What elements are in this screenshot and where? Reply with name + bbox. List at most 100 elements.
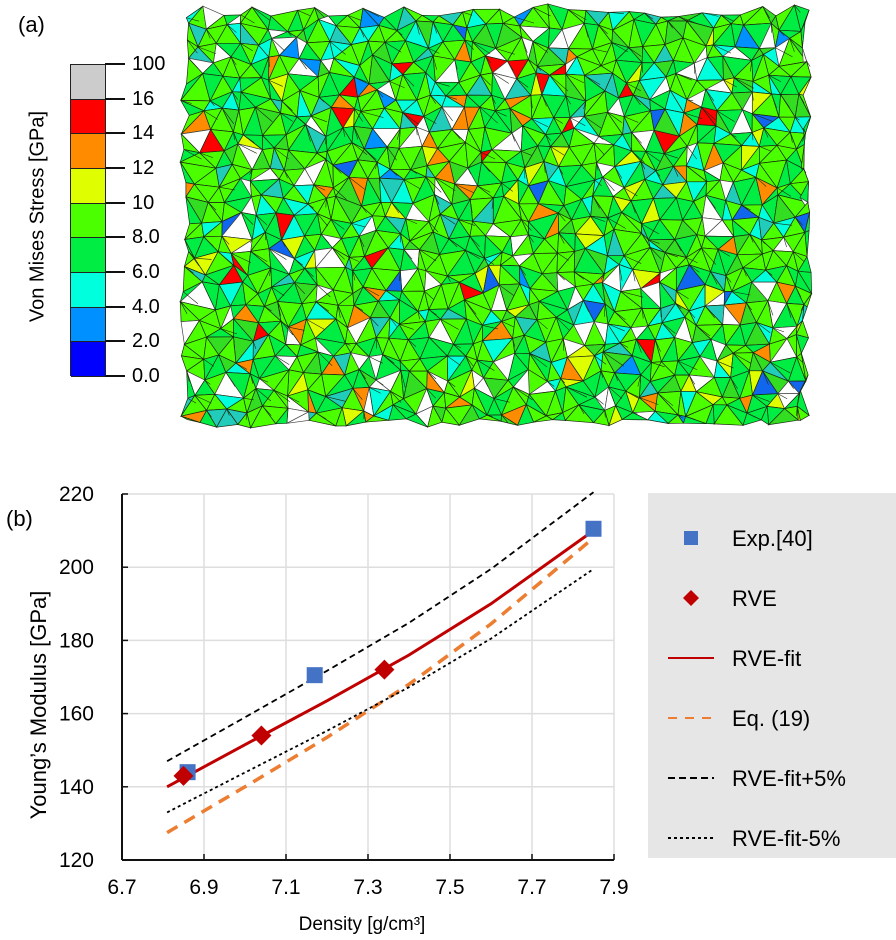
mesh-edge (756, 322, 771, 334)
legend: Exp.[40] RVE RVE-fit Eq. (19) RVE-fit+5% RVE-… (648, 493, 896, 858)
mesh-edge (725, 275, 732, 283)
y-tick-label: 120 (59, 849, 94, 872)
mesh-edge (285, 344, 292, 351)
mesh-edge (771, 93, 778, 109)
mesh-edge (537, 66, 542, 71)
mesh-edge (636, 339, 642, 353)
mesh-edge (240, 14, 255, 24)
mesh-edge (280, 321, 294, 336)
mesh-edge (203, 110, 218, 120)
mesh-edge (180, 415, 192, 420)
mesh-edge (661, 16, 672, 18)
mesh-edge (469, 236, 480, 247)
mesh-edge (511, 133, 515, 142)
mesh-edge (749, 234, 754, 243)
colorbar-tick-label: 4.0 (132, 295, 160, 318)
mesh-element (620, 412, 648, 421)
mesh-edge (317, 213, 328, 227)
mesh-edge (611, 42, 628, 53)
mesh-edge (795, 116, 800, 121)
mesh-edge (529, 353, 548, 368)
mesh-edge (607, 112, 622, 123)
mesh-edge (375, 230, 382, 238)
mesh-edge (688, 374, 696, 385)
mesh-edge (306, 318, 326, 331)
colorbar-tick (105, 63, 125, 65)
x-tick-label: 7.5 (435, 876, 464, 899)
mesh-edge (287, 31, 292, 37)
mesh-element (441, 407, 461, 426)
mesh-edge (281, 100, 293, 111)
mesh-edge (777, 393, 788, 400)
mesh-edge (661, 322, 676, 334)
mesh-edge (505, 162, 512, 171)
mesh-edge (288, 326, 305, 331)
y-tick-label: 160 (59, 703, 94, 726)
mesh-edge (677, 360, 698, 371)
mesh-edge (594, 396, 604, 405)
mesh-edge (479, 106, 498, 124)
mesh-edge (705, 89, 715, 102)
mesh-edge (316, 152, 327, 160)
mesh-edge (480, 74, 491, 86)
mesh-edge (607, 217, 626, 229)
mesh-edge (641, 233, 649, 244)
mesh-element (533, 415, 554, 423)
mesh-edge (773, 222, 793, 226)
mesh-edge (386, 146, 397, 161)
mesh-edge (296, 116, 311, 129)
y-tick-label: 180 (59, 629, 94, 652)
colorbar-title: Von Mises Stress [GPa] (26, 110, 49, 323)
mesh-edge (602, 344, 606, 347)
mesh-edge (710, 271, 718, 285)
mesh-element (767, 408, 800, 426)
mesh-edge (775, 47, 793, 58)
mesh-edge (332, 247, 345, 260)
legend-symbol (683, 590, 699, 606)
mesh-edge (330, 219, 345, 230)
mesh-edge (558, 212, 566, 222)
mesh-edge (713, 44, 732, 54)
mesh-edge (430, 95, 436, 104)
mesh-element (682, 416, 707, 424)
mesh-edge (464, 299, 477, 315)
series-line-rve-fit-5- (166, 491, 595, 762)
mesh-edge (262, 135, 267, 140)
legend-label: RVE-fit-5% (732, 826, 841, 851)
mesh-edge (693, 201, 698, 209)
mesh-element (308, 412, 336, 427)
mesh-edge (783, 237, 787, 248)
legend-label: Exp.[40] (732, 526, 813, 551)
mesh-edge (501, 414, 509, 423)
mesh-edge (495, 110, 507, 117)
mesh-edge (547, 381, 555, 387)
mesh-edge (632, 269, 636, 282)
mesh-element (237, 412, 252, 429)
mesh-edge (304, 268, 314, 277)
mesh-edge (648, 239, 660, 244)
mesh-edge (432, 55, 437, 70)
mesh-edge (441, 106, 453, 122)
colorbar-tick-label: 16 (132, 87, 155, 110)
mesh-edge (614, 311, 626, 321)
mesh-edge (501, 321, 514, 328)
colorbar-band (71, 203, 105, 239)
mesh-edge (231, 252, 252, 263)
mesh-edge (686, 20, 695, 32)
mesh-edge (218, 251, 235, 267)
mesh-edge (683, 112, 703, 120)
mesh-edge (495, 48, 515, 55)
mesh-edge (255, 388, 272, 402)
x-tick-label: 7.3 (353, 876, 382, 899)
mesh-edge (447, 380, 456, 387)
mesh-edge (405, 218, 418, 225)
mesh-edge (657, 272, 661, 277)
series-line-eq-19- (166, 536, 595, 835)
mesh-edge (469, 199, 473, 214)
mesh-edge (762, 6, 770, 19)
mesh-edge (448, 238, 458, 248)
mesh-edge (249, 169, 253, 175)
mesh-edge (640, 161, 646, 170)
mesh-edge (467, 167, 472, 175)
series-line-rve-fit (166, 529, 595, 789)
